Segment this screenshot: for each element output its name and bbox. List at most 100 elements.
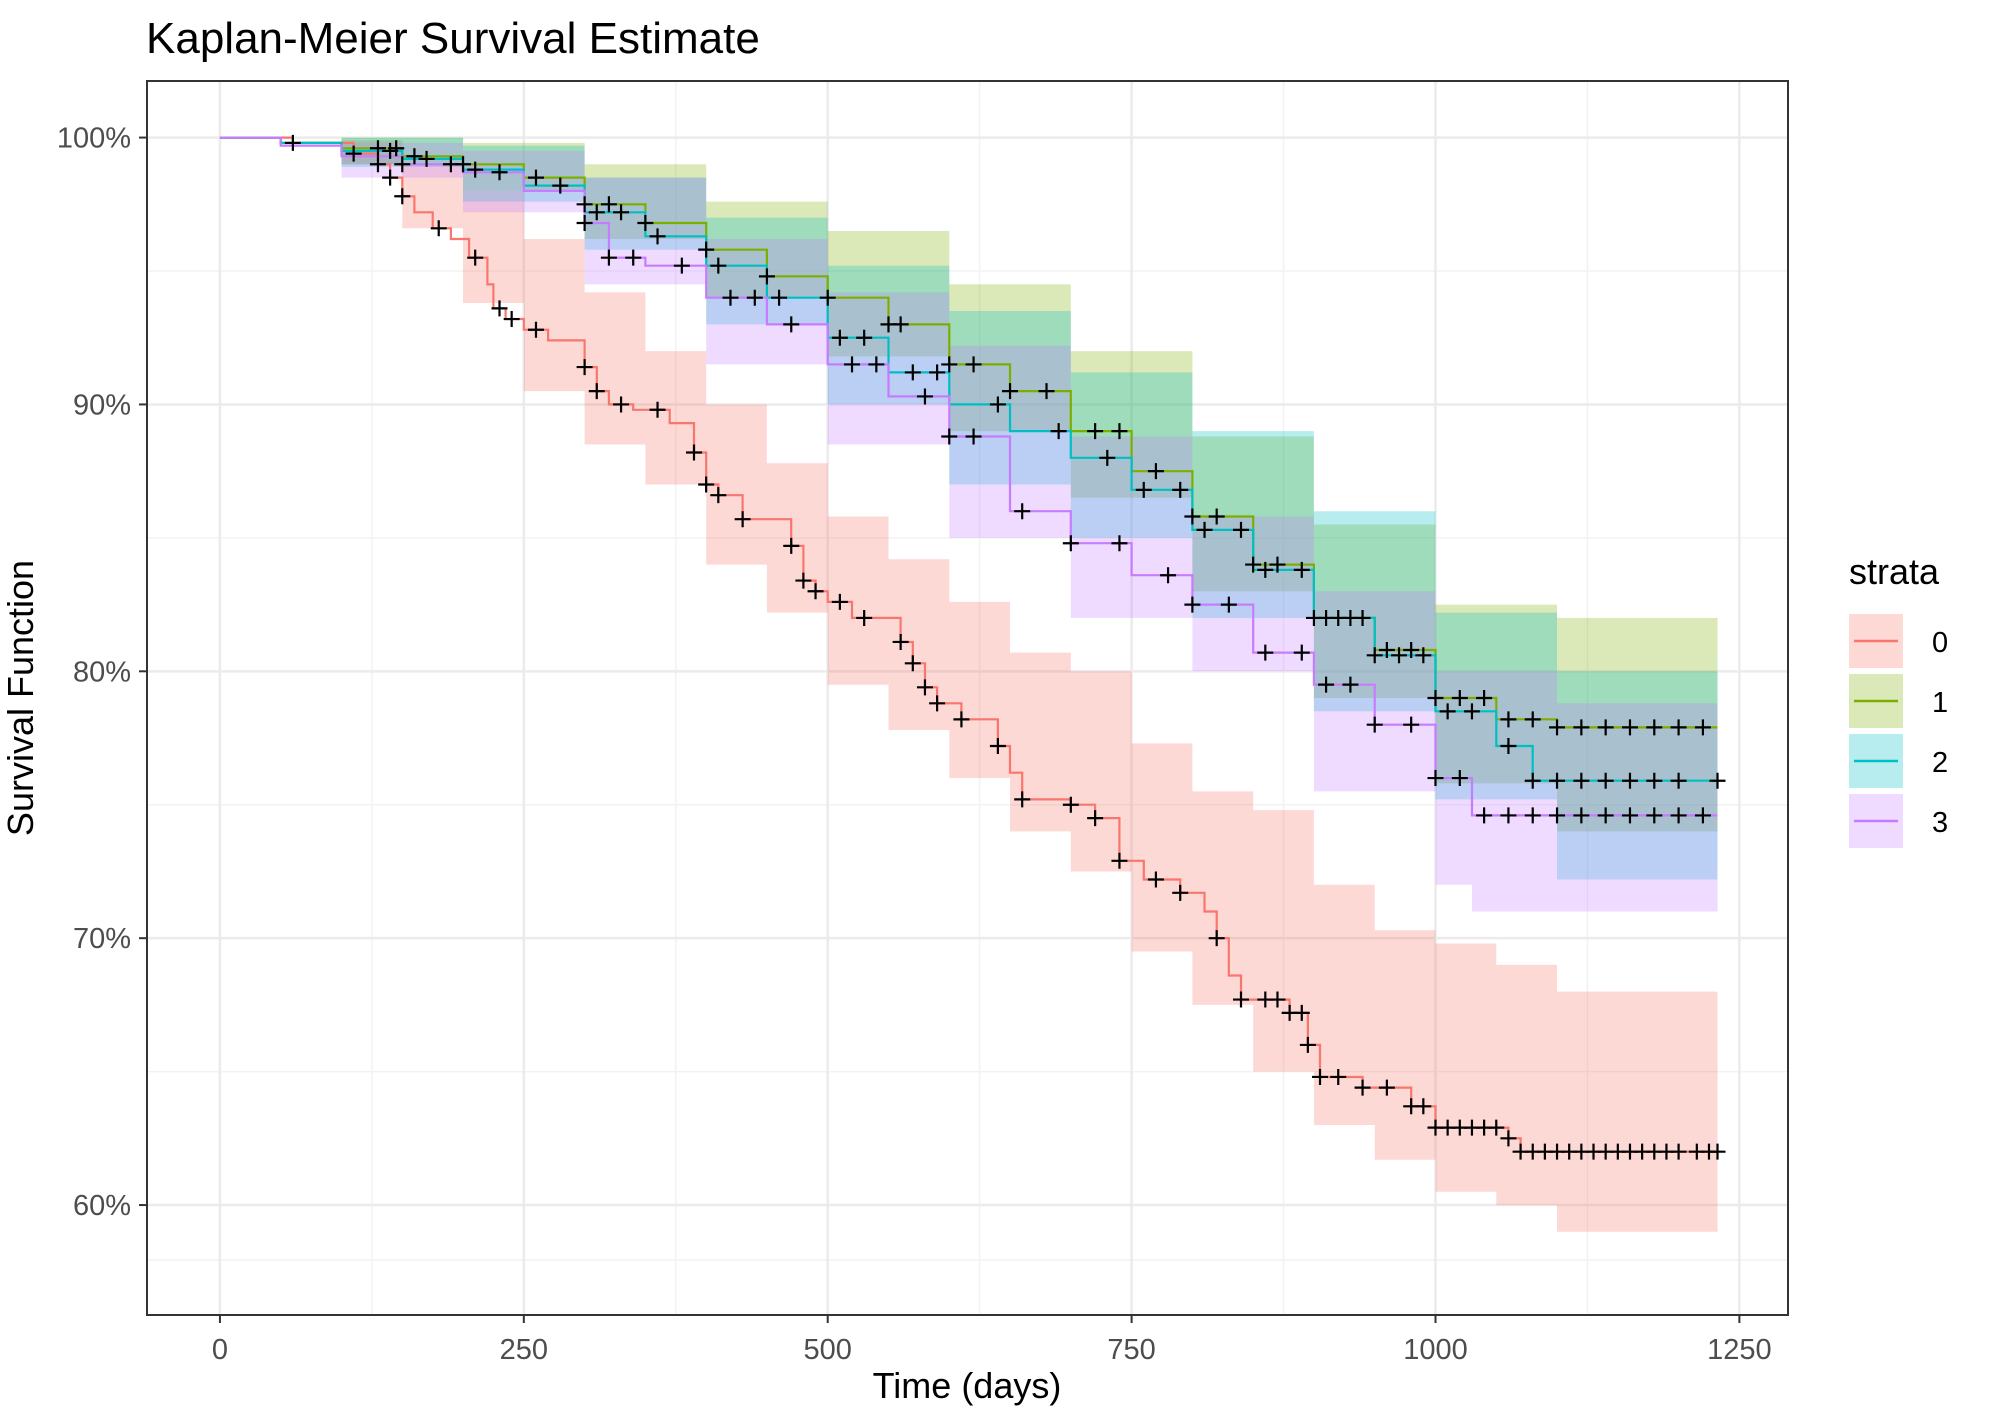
censor-mark-1	[965, 356, 982, 373]
censor-mark-2	[1293, 561, 1310, 578]
censor-mark-3	[1160, 567, 1177, 584]
censor-mark-0	[953, 711, 970, 728]
censor-mark-1	[527, 169, 544, 186]
censor-mark-0	[1014, 791, 1031, 808]
censor-mark-0	[1111, 852, 1128, 869]
censor-mark-2	[1463, 703, 1480, 720]
censor-mark-3	[1014, 503, 1031, 520]
censor-mark-3	[746, 289, 763, 306]
censor-mark-3	[1184, 596, 1201, 613]
censor-mark-0	[1330, 1068, 1347, 1085]
censor-mark-2	[1500, 738, 1517, 755]
grid-minor	[147, 81, 1788, 1315]
confidence-bands	[219, 137, 1718, 1259]
ci-band-2	[219, 137, 1718, 885]
censor-mark-3	[844, 356, 861, 373]
censor-mark-0	[1087, 810, 1104, 827]
censor-mark-0	[831, 593, 848, 610]
censor-mark-2	[989, 396, 1006, 413]
censor-mark-0	[503, 311, 520, 328]
censor-mark-1	[758, 268, 775, 285]
censor-mark-2	[771, 289, 788, 306]
censor-mark-3	[1597, 807, 1614, 824]
censor-mark-0	[989, 738, 1006, 755]
censor-mark-2	[1524, 772, 1541, 789]
censor-mark-0	[1233, 991, 1249, 1008]
censor-mark-2	[831, 329, 848, 346]
censor-mark-3	[916, 388, 933, 405]
censor-mark-0	[1312, 1068, 1329, 1085]
censor-mark-1	[1573, 719, 1590, 736]
x-axis-title: Time (days)	[873, 1365, 1062, 1406]
censor-mark-2	[1597, 772, 1614, 789]
censor-mark-1	[369, 140, 386, 157]
censor-mark-3	[1476, 807, 1493, 824]
censor-mark-3	[941, 428, 958, 445]
censor-mark-1	[1184, 508, 1201, 525]
x-tick-label: 500	[804, 1334, 852, 1366]
censor-mark-0	[1293, 1004, 1310, 1021]
censor-mark-1	[698, 241, 715, 258]
censor-mark-0	[613, 396, 630, 413]
censor-mark-1	[1269, 556, 1286, 573]
censor-mark-2	[649, 228, 666, 245]
ci-band-0	[219, 137, 1718, 1259]
censor-mark-2	[552, 177, 569, 194]
censor-mark-3	[1257, 644, 1274, 661]
censor-mark-2	[1573, 772, 1590, 789]
censor-mark-0	[1269, 991, 1286, 1008]
censor-mark-1	[1403, 641, 1420, 658]
legend: strata 0 1 2 3	[1849, 551, 1948, 848]
y-tick-label: 100%	[57, 123, 131, 155]
censor-mark-0	[698, 476, 715, 493]
censor-mark-1	[637, 214, 654, 231]
censor-mark-0	[649, 401, 666, 418]
censor-mark-2	[467, 161, 484, 178]
panel-border	[146, 80, 1789, 1316]
censor-mark-2	[929, 364, 946, 381]
censor-mark-3	[1220, 596, 1237, 613]
censor-mark-1	[941, 356, 958, 373]
censor-mark-0	[795, 572, 812, 589]
censor-mark-0	[783, 537, 800, 554]
plot-panel	[146, 80, 1789, 1316]
censor-mark-3	[1670, 807, 1687, 824]
censor-mark-2	[1196, 521, 1213, 538]
censor-mark-0	[856, 609, 873, 626]
censor-mark-0	[1709, 1143, 1726, 1160]
ci-band-1	[219, 137, 1718, 837]
censor-mark-2	[904, 364, 921, 381]
ci-band-3	[219, 137, 1718, 912]
censor-mark-1	[406, 148, 423, 165]
censor-mark-0	[1062, 796, 1079, 813]
censor-mark-1	[1208, 508, 1225, 525]
censor-mark-1	[1451, 690, 1468, 706]
censor-mark-2	[1135, 481, 1152, 498]
chart-title: Kaplan-Meier Survival Estimate	[146, 14, 760, 63]
censor-mark-0	[1378, 1079, 1395, 1096]
censor-mark-2	[856, 329, 873, 346]
censor-mark-0	[892, 633, 909, 650]
censor-mark-3	[1062, 535, 1079, 552]
x-tick-label: 1250	[1707, 1334, 1772, 1366]
censor-mark-0	[284, 134, 301, 151]
censor-mark-2	[1099, 449, 1116, 466]
censor-mark-0	[734, 511, 751, 528]
censor-mark-1	[1245, 556, 1262, 573]
censor-mark-3	[673, 257, 690, 274]
censor-mark-2	[1439, 703, 1456, 720]
censor-mark-3	[1342, 676, 1359, 693]
censor-mark-3	[1111, 535, 1128, 552]
y-tick-label: 70%	[73, 923, 131, 955]
censor-mark-0	[686, 444, 702, 461]
censor-mark-1	[1646, 719, 1663, 736]
censor-mark-1	[1500, 711, 1517, 728]
y-tick-label: 80%	[73, 656, 131, 688]
censor-mark-0	[1172, 884, 1189, 901]
censor-mark-0	[1208, 930, 1225, 947]
censor-mark-3	[1366, 716, 1383, 733]
legend-label-2: 2	[1932, 747, 1948, 779]
censor-mark-0	[345, 145, 362, 162]
